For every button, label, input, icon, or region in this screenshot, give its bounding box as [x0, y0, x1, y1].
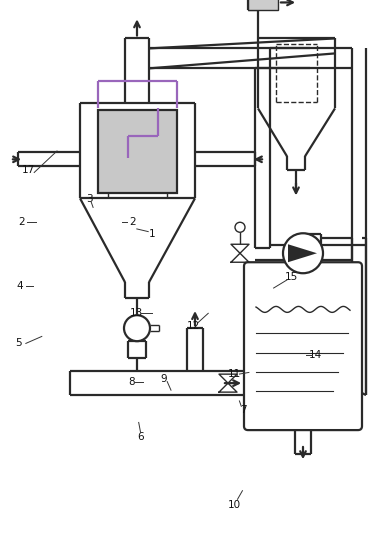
Text: 15: 15: [285, 272, 298, 282]
Text: 2: 2: [19, 217, 25, 227]
Polygon shape: [288, 244, 317, 262]
Text: 4: 4: [16, 281, 23, 292]
Text: 17: 17: [22, 165, 35, 175]
Text: 7: 7: [240, 405, 247, 415]
Text: 6: 6: [137, 432, 144, 442]
Bar: [98, 110, 177, 193]
Text: 12: 12: [187, 321, 200, 331]
Text: 5: 5: [16, 338, 22, 349]
Text: 8: 8: [128, 377, 135, 387]
Text: 10: 10: [228, 500, 241, 509]
Text: 1: 1: [149, 229, 155, 239]
Text: 3: 3: [86, 194, 93, 204]
Text: 9: 9: [160, 374, 167, 385]
FancyBboxPatch shape: [244, 262, 362, 430]
Text: 11: 11: [228, 369, 241, 379]
Circle shape: [235, 222, 245, 232]
Circle shape: [283, 233, 323, 273]
Text: 2: 2: [129, 217, 136, 227]
Bar: [248, 0, 278, 10]
Text: 13: 13: [130, 308, 142, 318]
Text: 14: 14: [309, 350, 322, 360]
Circle shape: [124, 315, 150, 341]
